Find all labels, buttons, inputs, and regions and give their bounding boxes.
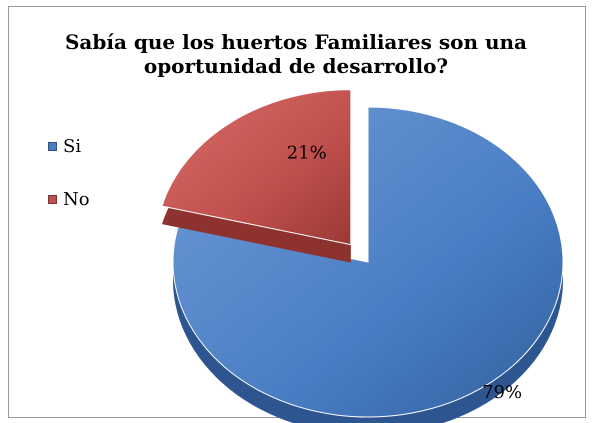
legend-label-no: No — [63, 188, 90, 210]
data-label-no: 21% — [287, 143, 327, 164]
legend-swatch-no — [48, 194, 57, 204]
chart-title-line-2: oportunidad de desarrollo? — [143, 54, 449, 78]
legend-swatch-si — [48, 141, 57, 151]
chart-title-line-1: Sabía que los huertos Familiares son una — [64, 30, 528, 54]
data-label-si: 79% — [482, 382, 522, 403]
legend-item-si: Si — [48, 134, 90, 158]
pie-data-labels: 79% 21% — [287, 143, 522, 403]
pie-slice-no — [161, 89, 352, 246]
chart-legend: Si No — [48, 134, 90, 240]
legend-label-si: Si — [63, 135, 82, 157]
pie-slice-si — [172, 106, 564, 418]
pie-slices — [161, 89, 564, 423]
chart-title: Sabía que los huertos Familiares son una… — [0, 30, 592, 78]
legend-item-no: No — [48, 187, 90, 211]
